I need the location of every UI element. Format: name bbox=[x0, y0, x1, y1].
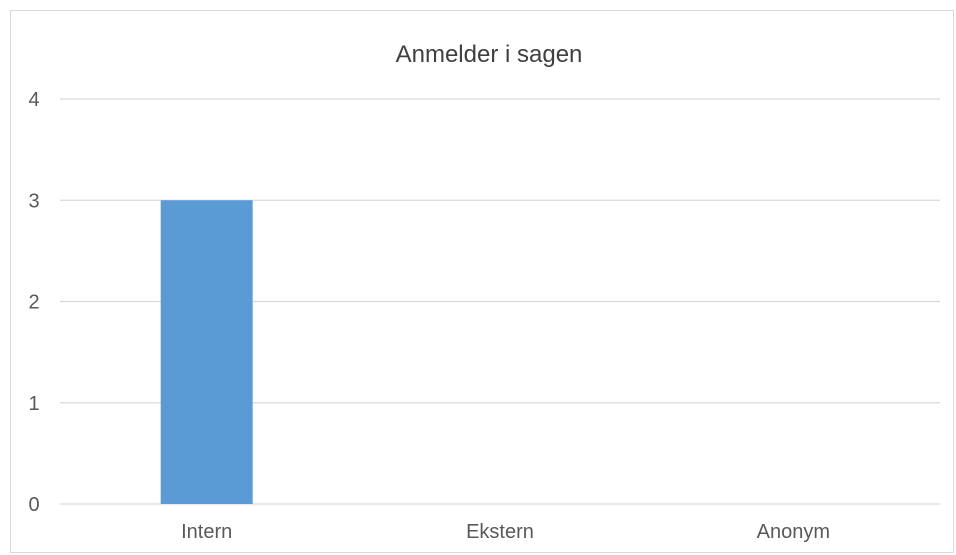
x-category-label: Intern bbox=[181, 521, 232, 543]
y-tick-label: 3 bbox=[28, 190, 39, 212]
y-tick-label: 4 bbox=[28, 89, 39, 111]
bars bbox=[160, 200, 253, 504]
y-tick-label: 2 bbox=[28, 292, 39, 314]
x-axis-categories: Intern Ekstern Anonym bbox=[181, 521, 830, 543]
y-tick-label: 1 bbox=[28, 393, 39, 415]
x-category-label: Ekstern bbox=[466, 521, 534, 543]
x-category-label: Anonym bbox=[757, 521, 830, 543]
chart-title: Anmelder i sagen bbox=[396, 41, 583, 68]
bar-intern bbox=[160, 200, 253, 504]
y-axis-ticks: 0 1 2 3 4 bbox=[28, 89, 39, 516]
y-tick-label: 0 bbox=[28, 494, 39, 516]
